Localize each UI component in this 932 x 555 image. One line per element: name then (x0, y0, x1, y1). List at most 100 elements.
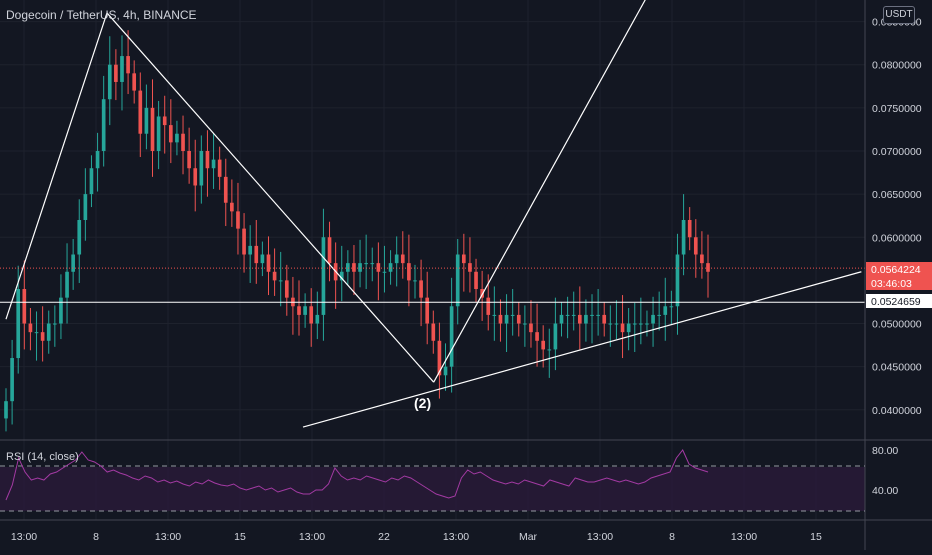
y-tick-label: 0.0400000 (872, 405, 922, 417)
candle-body (22, 289, 27, 324)
candle-body (65, 271, 69, 298)
candle-body (321, 237, 326, 315)
x-tick-label: 15 (810, 531, 822, 543)
candle-body (626, 323, 631, 333)
candle-body (83, 194, 88, 220)
candle-body (388, 263, 393, 272)
candle-body (498, 314, 503, 324)
trend-line[interactable] (5, 12, 108, 320)
candle-body (144, 107, 149, 134)
rsi-label: RSI (14, close) (6, 451, 79, 463)
rsi-line (5, 449, 709, 501)
candle-body (559, 314, 564, 324)
candle-body (126, 56, 130, 74)
current-price-value: 0.0564224 (871, 264, 921, 276)
candle-body (620, 323, 625, 333)
rsi-band (0, 467, 865, 511)
candle-body (669, 306, 674, 308)
rsi-tick-label: 40.00 (872, 485, 898, 497)
candle-body (687, 220, 692, 238)
candle-body (596, 314, 600, 316)
candle-body (480, 289, 484, 298)
candle-body (510, 314, 515, 316)
candle-body (260, 254, 265, 264)
candle-body (681, 220, 686, 255)
trend-line[interactable] (302, 271, 862, 428)
candle-body (693, 237, 698, 255)
x-tick-label: 13:00 (731, 531, 757, 543)
candle-body (266, 254, 271, 272)
y-tick-label: 0.0650000 (872, 189, 922, 201)
candle-body (663, 306, 668, 315)
candle-body (278, 280, 283, 282)
x-tick-label: 22 (378, 531, 390, 543)
candle-body (407, 263, 411, 281)
candle-body (53, 323, 57, 325)
candle-body (608, 323, 613, 325)
candle-body (223, 176, 228, 203)
x-tick-label: 13:00 (443, 531, 469, 543)
y-tick-label: 0.0700000 (872, 146, 922, 158)
candle-body (504, 314, 509, 324)
candle-body (565, 314, 570, 316)
candle-body (577, 314, 582, 324)
candle-body (120, 56, 124, 82)
candle-body (28, 323, 33, 333)
candle-body (370, 263, 375, 265)
candle-body (77, 220, 82, 255)
x-tick-label: 15 (234, 531, 246, 543)
trend-line[interactable] (433, 0, 648, 383)
candle-body (138, 90, 143, 134)
candle-body (358, 263, 362, 272)
candle-body (156, 116, 161, 151)
candle-body (645, 323, 649, 325)
candle-body (89, 168, 94, 195)
candle-body (706, 263, 710, 272)
candle-body (474, 271, 478, 290)
x-tick-label: 13:00 (587, 531, 613, 543)
candle-body (516, 314, 521, 324)
candle-body (413, 280, 417, 282)
candle-body (181, 133, 185, 151)
candle-body (468, 263, 472, 272)
candle-body (700, 254, 704, 264)
candle-body (303, 306, 307, 315)
currency-button[interactable]: USDT (883, 6, 915, 24)
candle-body (168, 125, 173, 143)
candle-body (95, 150, 100, 169)
candle-body (455, 254, 460, 307)
y-tick-label: 0.0750000 (872, 103, 922, 115)
candle-body (486, 297, 491, 315)
current-price-tag (866, 262, 932, 276)
candle-body (236, 211, 240, 229)
candle-body (59, 297, 63, 324)
candle-body (205, 150, 210, 169)
candle-body (284, 280, 289, 298)
candle-body (602, 314, 607, 324)
candle-body (657, 314, 661, 316)
trend-line[interactable] (106, 12, 435, 383)
candle-body (309, 306, 314, 324)
candle-body (651, 314, 655, 324)
candle-body (46, 323, 51, 341)
candle-body (364, 263, 368, 265)
candle-body (425, 297, 430, 324)
candle-body (541, 340, 546, 350)
candle-body (437, 340, 442, 376)
candle-body (352, 263, 356, 272)
countdown-value: 03:46:03 (871, 278, 912, 290)
candle-body (4, 401, 8, 419)
candle-body (297, 306, 301, 315)
rsi-tick-label: 80.00 (872, 445, 898, 457)
candle-body (217, 159, 222, 177)
candle-body (101, 99, 106, 151)
candle-body (461, 254, 466, 264)
candle-body (346, 263, 350, 272)
candle-body (419, 280, 423, 298)
x-tick-label: Mar (519, 531, 538, 543)
y-tick-label: 0.0500000 (872, 319, 922, 331)
y-tick-label: 0.0450000 (872, 362, 922, 374)
x-tick-label: 8 (669, 531, 675, 543)
